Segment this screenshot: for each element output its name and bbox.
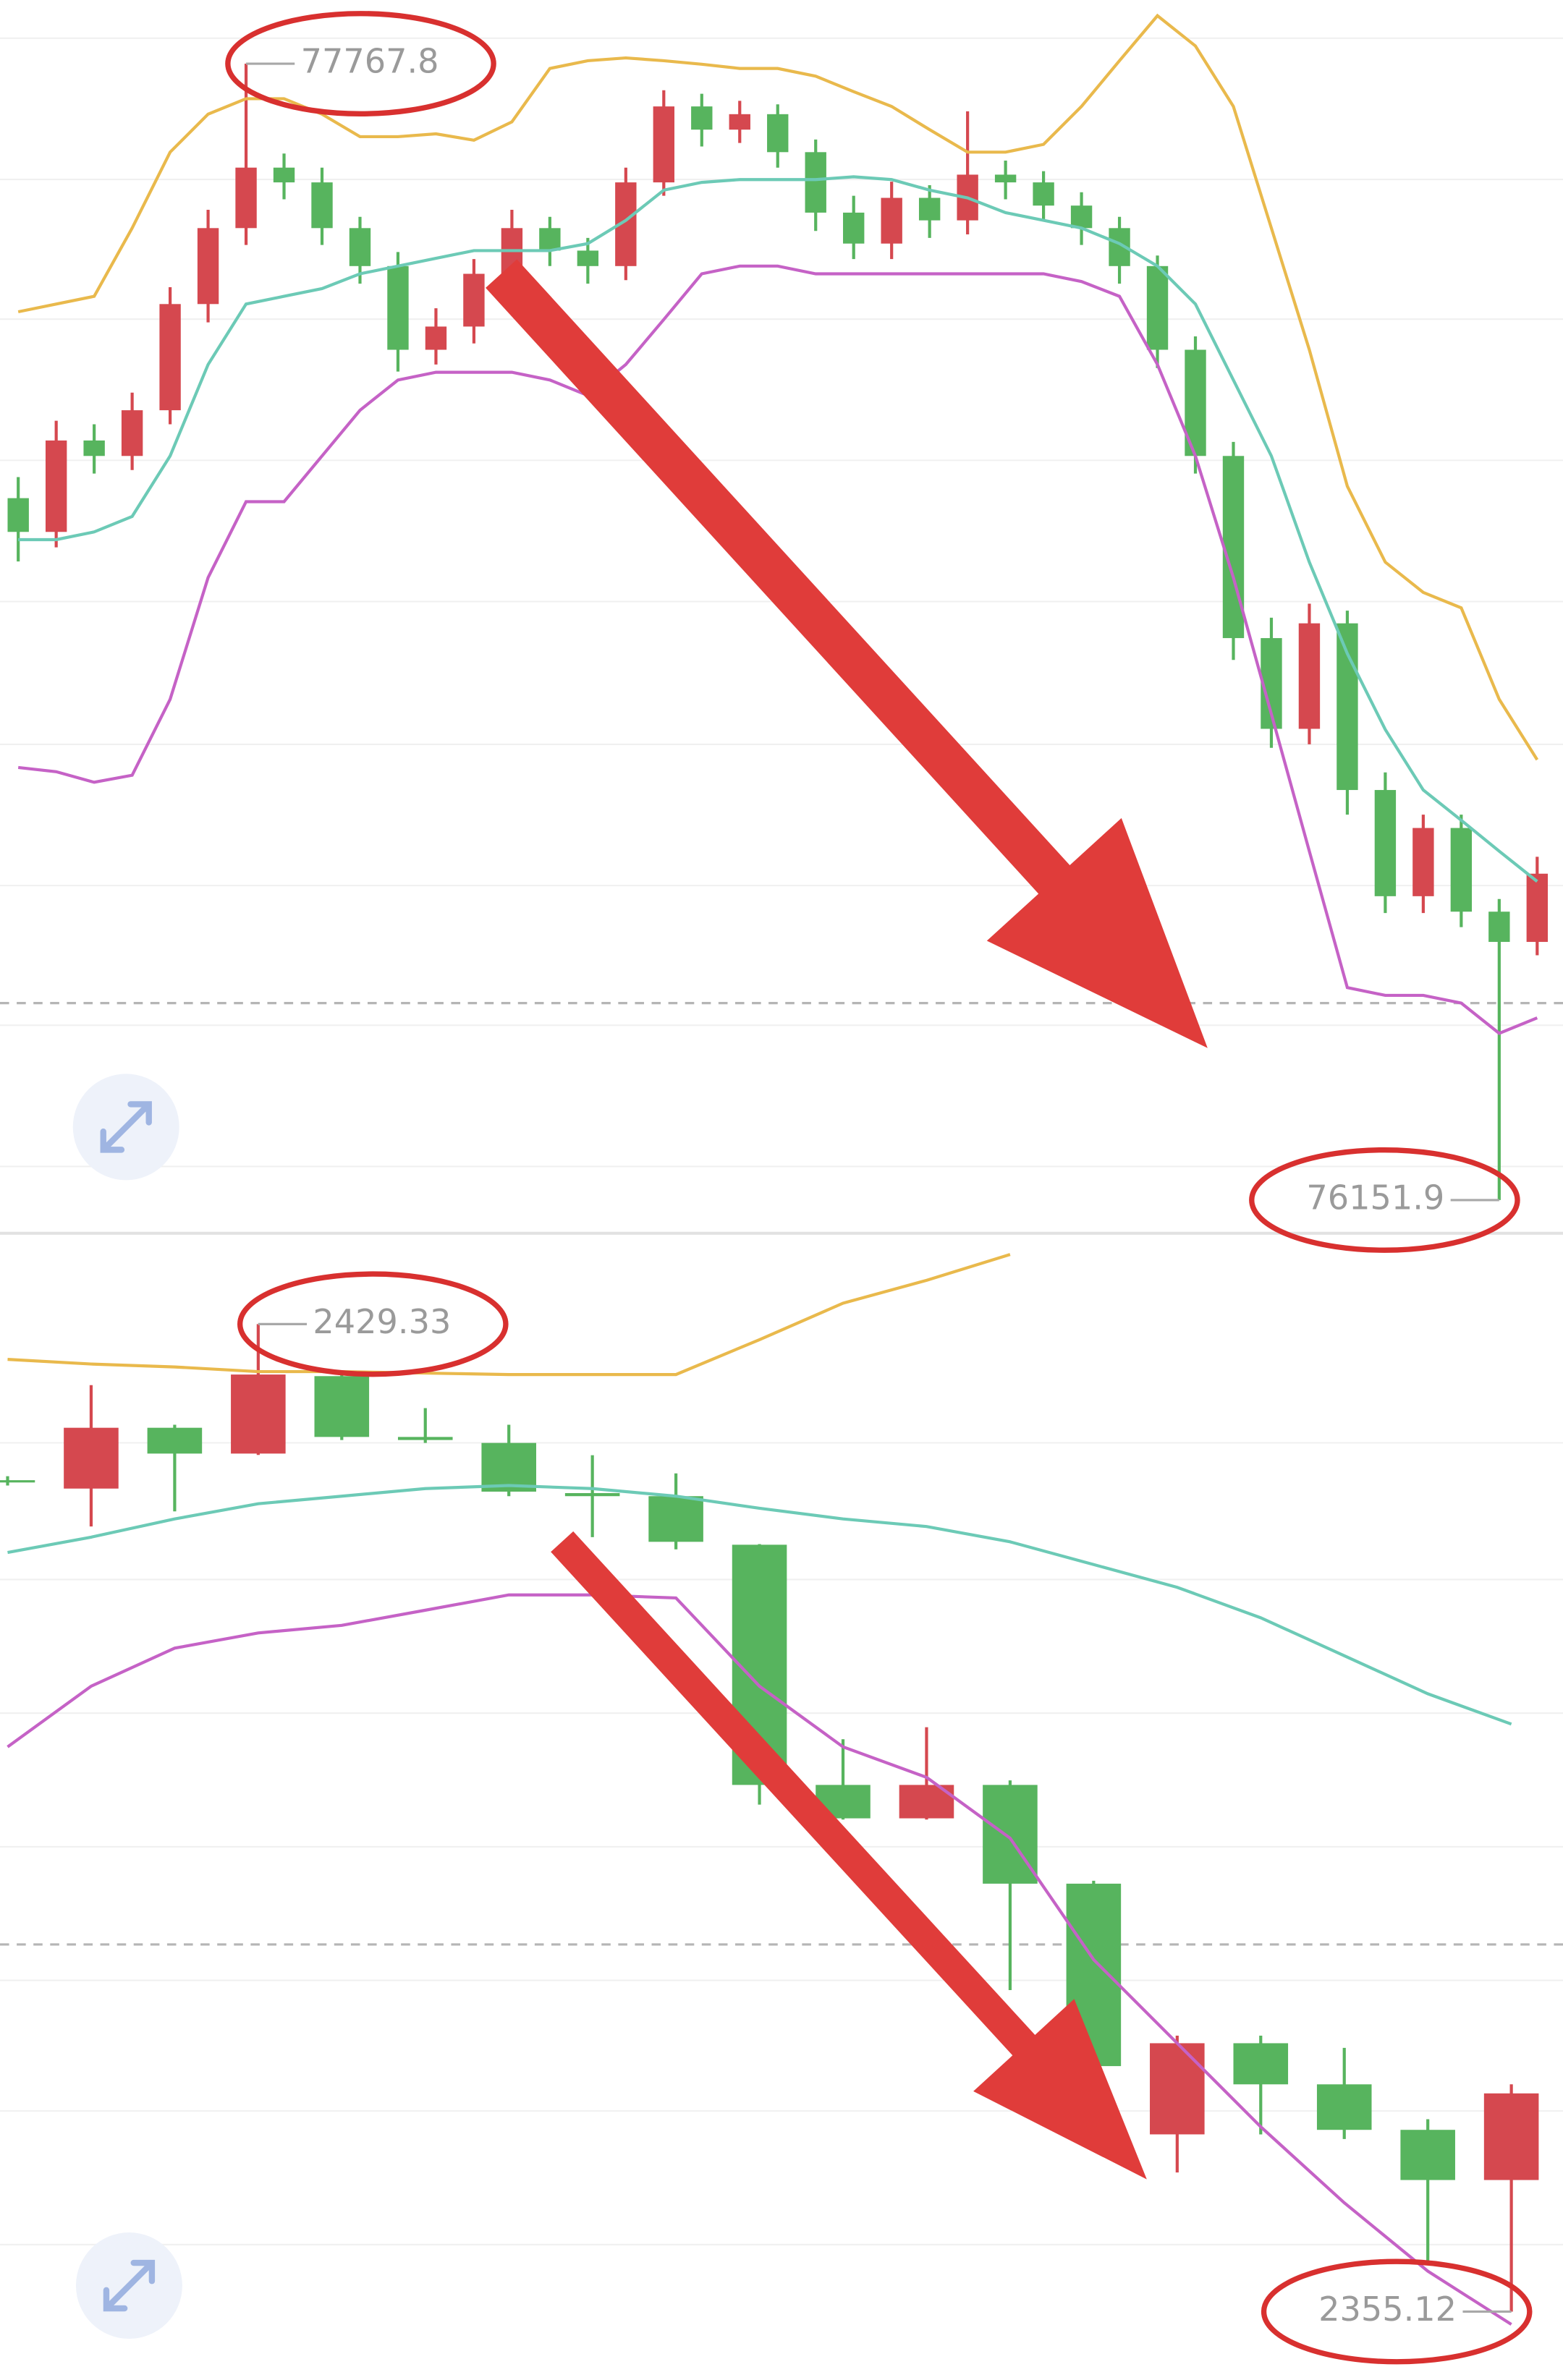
candle-body [1483,2093,1539,2180]
highlight-circle [225,11,496,116]
candle-body [231,1374,286,1454]
candle-body [159,304,181,411]
extreme-label: 2429.33 [313,1302,451,1341]
candle-body [994,174,1017,183]
candle-body [481,1442,536,1492]
trend-arrow [486,259,1208,1048]
candle-body [918,197,941,221]
expand-button[interactable] [75,2232,182,2339]
candle-body [7,498,29,532]
candle-body [1298,623,1321,729]
candle-body [83,440,105,456]
chart-panel [0,13,1563,1200]
candle-body [1316,2084,1372,2130]
candle-body [425,326,447,350]
candle-body [539,228,561,251]
highlight-circle [1261,2258,1533,2365]
candle-body [235,167,257,229]
candle-body [147,1427,203,1454]
candle-body [1233,2043,1289,2085]
candle-body [1033,182,1054,206]
band-line [7,1484,1512,1726]
candle-body [1150,2043,1205,2135]
extreme-label: 76151.9 [1306,1178,1444,1217]
candle-body [1450,828,1473,912]
candle-body [1412,828,1434,896]
candle-body [387,265,409,350]
candle-body [64,1427,119,1489]
trend-arrow [551,1531,1147,2180]
candle-body [577,250,599,266]
candle-body [1526,873,1549,943]
candle-body [653,106,675,183]
candle-body [0,1480,35,1483]
candle-body [1337,623,1358,791]
candle-body [881,197,902,244]
band-line [7,1593,1512,2326]
candle-body [1400,2130,1455,2180]
highlight-circle [237,1271,509,1377]
candle-body [197,228,219,305]
candle-body [729,114,750,130]
candle-body [1146,265,1169,350]
candle-body [45,440,67,532]
candle-body [1222,456,1245,639]
extreme-label: 77767.8 [301,42,439,81]
candle-body [767,114,789,153]
candle-body [397,1437,453,1440]
candle-body [1488,911,1510,943]
candle-body [463,273,485,327]
band-line [17,264,1538,1035]
candle-body [691,106,713,130]
candle-body [648,1496,703,1542]
candle-body [273,167,295,183]
band-line [7,1253,1011,1377]
candle-body [349,228,371,266]
candle-body [983,1785,1038,1884]
highlight-circle [1249,1147,1520,1253]
candle-body [1070,205,1093,229]
expand-button[interactable] [72,1074,179,1181]
candle-body [805,152,826,213]
candle-body [314,1376,370,1437]
candle-body [121,410,143,456]
candle-body [311,182,333,229]
candle-body [843,212,865,244]
candle-body [1374,790,1397,896]
extreme-label: 2355.12 [1318,2290,1457,2329]
band-line [18,175,1538,883]
candle-body [564,1492,620,1497]
